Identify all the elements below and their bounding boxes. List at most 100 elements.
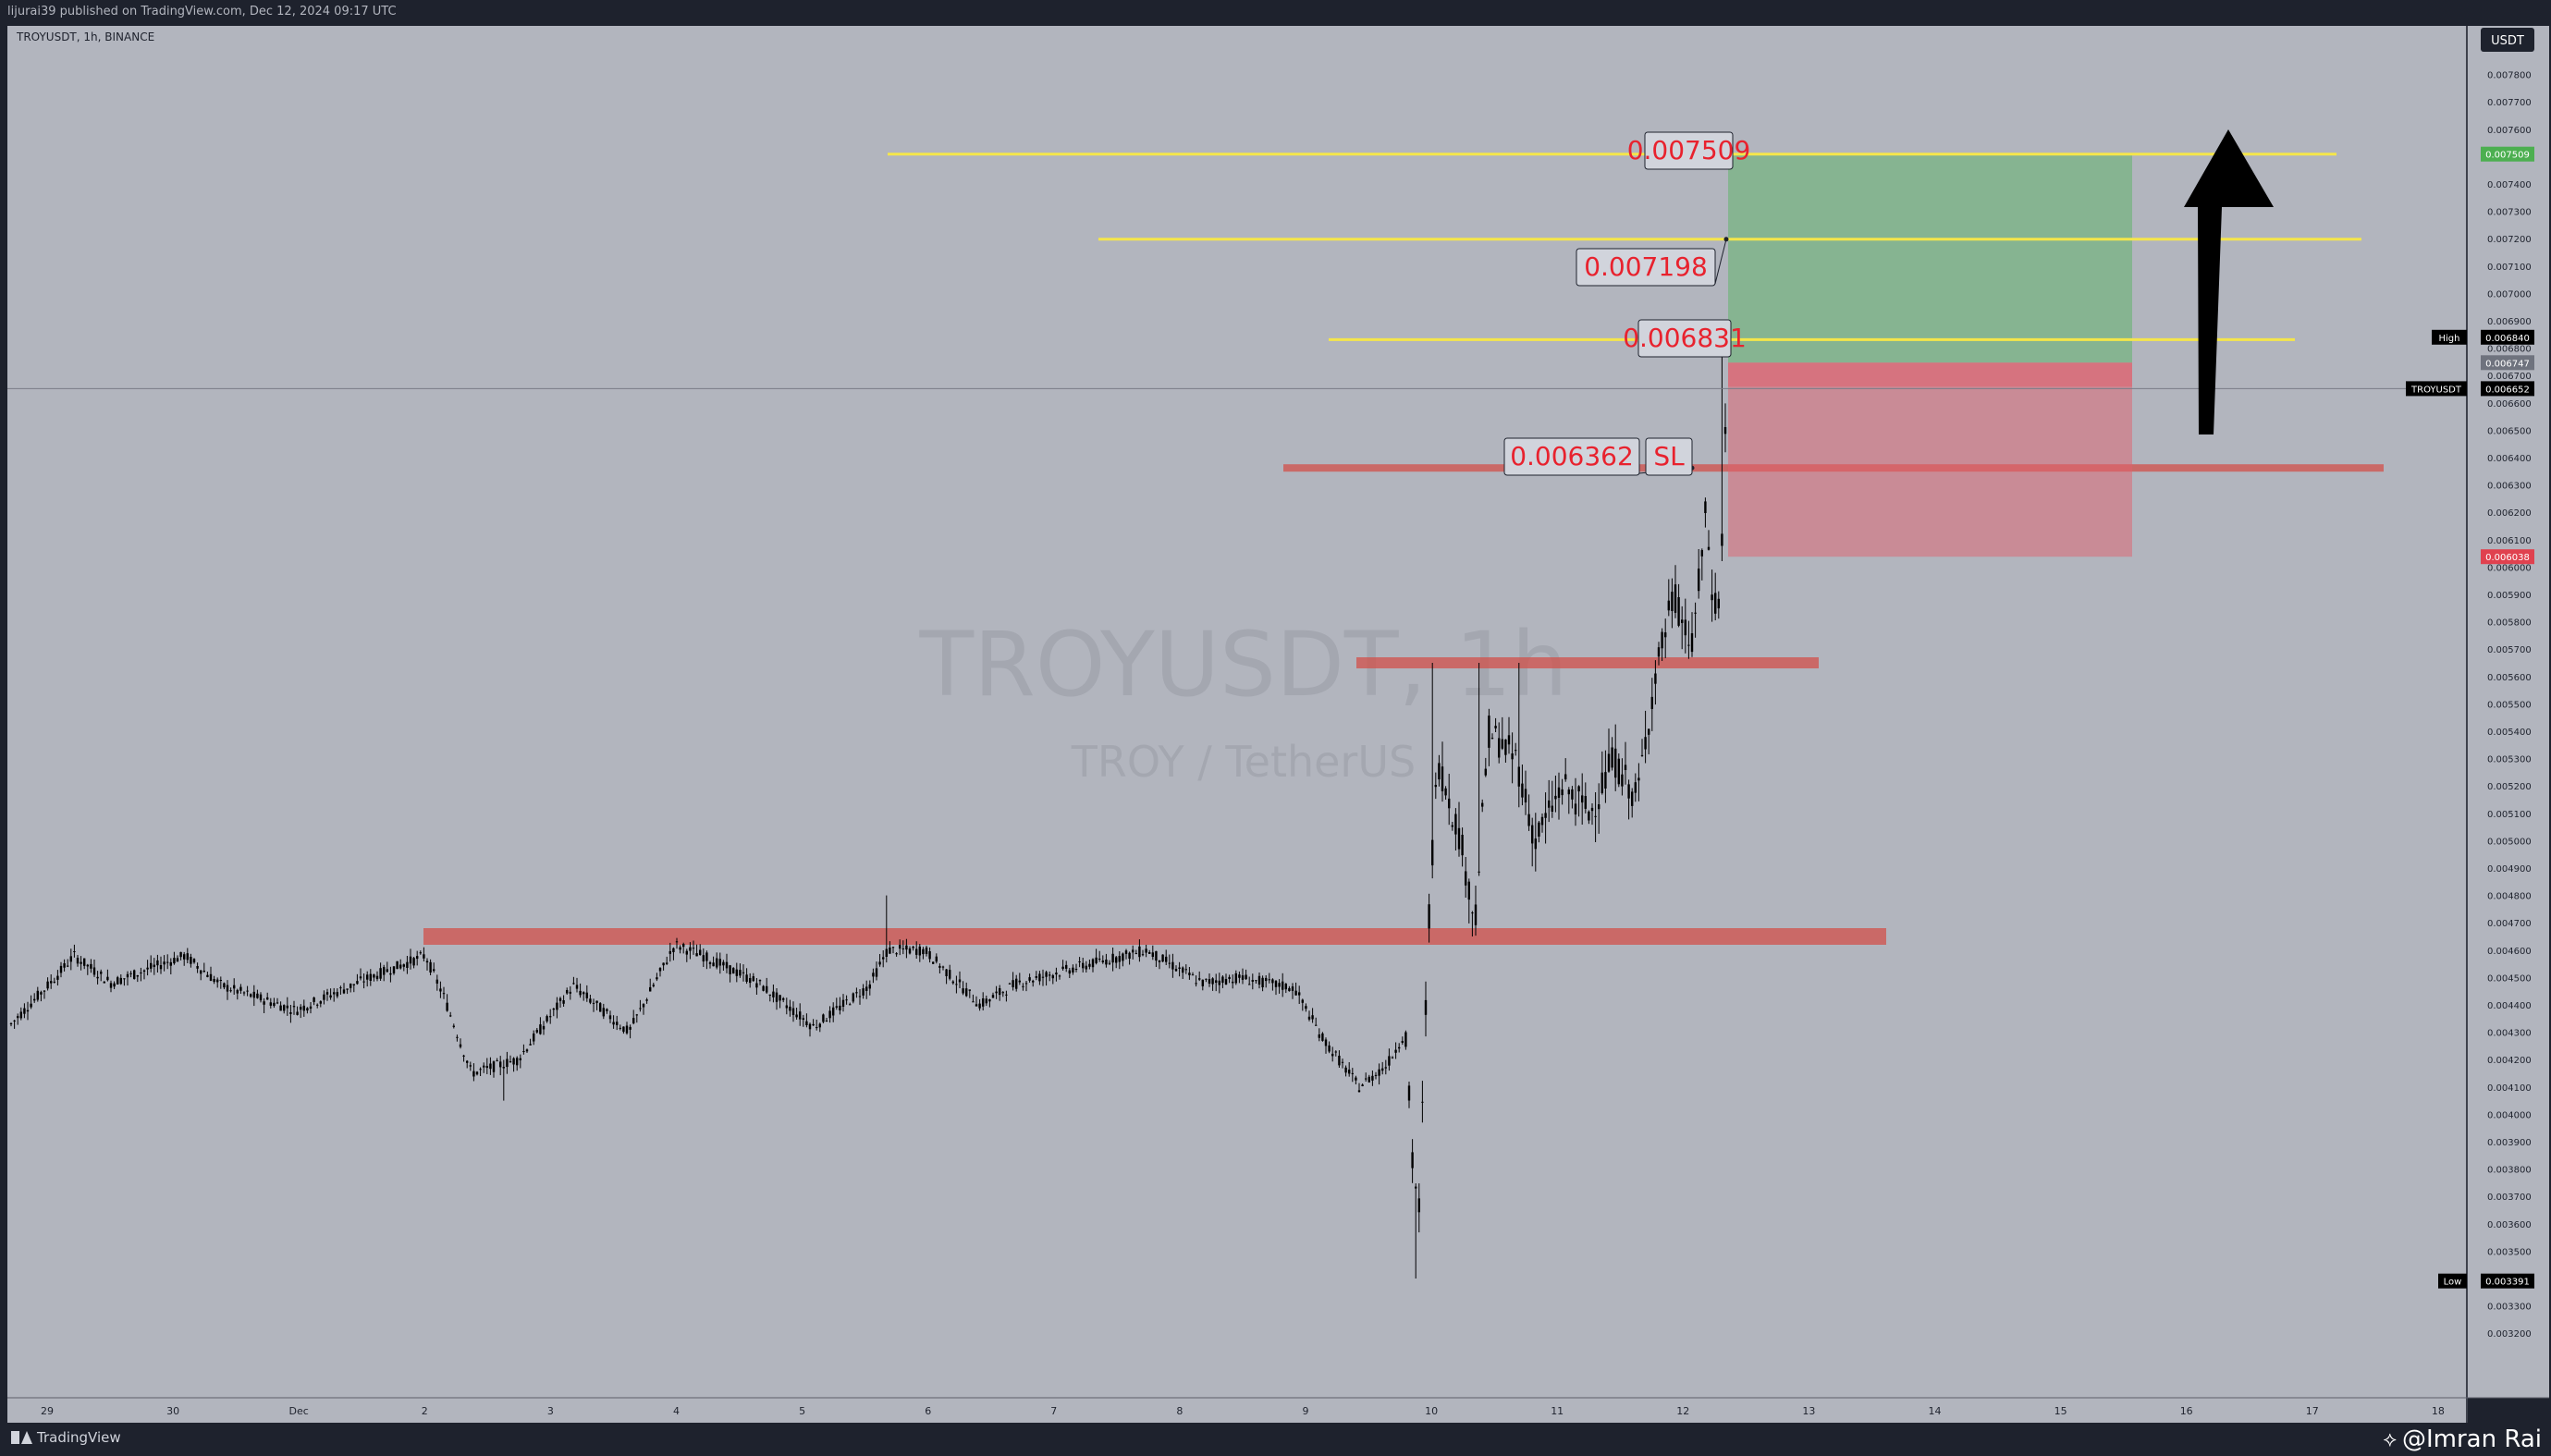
- candle-body: [1700, 550, 1703, 557]
- candle-body: [1421, 1101, 1424, 1103]
- currency-button[interactable]: USDT: [2481, 28, 2534, 52]
- price-tick-label: 0.005500: [2487, 700, 2532, 710]
- time-tick-label: 29: [41, 1405, 54, 1417]
- candle-body: [113, 983, 116, 987]
- candle-body: [832, 1007, 835, 1016]
- candle-body: [1634, 782, 1637, 793]
- resistance-zone[interactable]: [423, 928, 1886, 945]
- price-tick-label: 0.007700: [2487, 98, 2532, 108]
- candle-body: [972, 1001, 975, 1003]
- time-tick-label: 9: [1303, 1405, 1309, 1417]
- candle-body: [1717, 598, 1720, 609]
- candle-body: [425, 960, 429, 963]
- resistance-zone[interactable]: [1356, 657, 1819, 668]
- candle-body: [53, 981, 55, 983]
- candle-body: [409, 956, 412, 964]
- candle-body: [1038, 973, 1041, 982]
- candle-body: [632, 1018, 635, 1023]
- candle-body: [472, 1071, 475, 1077]
- price-annotation[interactable]: 0.007509: [1627, 131, 1751, 170]
- price-tick-label: 0.007800: [2487, 71, 2532, 81]
- candle-body: [885, 948, 888, 957]
- price-annotation[interactable]: 0.007198: [1576, 237, 1729, 287]
- candle-body: [56, 975, 59, 980]
- candle-body: [1072, 967, 1074, 973]
- candle-body: [369, 973, 372, 981]
- candle-body: [396, 960, 399, 970]
- price-tag-label: High: [2439, 334, 2460, 344]
- candle-body: [485, 1066, 488, 1069]
- price-annotation[interactable]: SL: [1645, 437, 1693, 476]
- candle-body: [1012, 980, 1014, 987]
- price-chart[interactable]: TROYUSDT, 1h, BINANCE TROYUSDT, 1h TROY …: [0, 24, 2551, 1424]
- price-tag-value: 0.006840: [2485, 334, 2530, 344]
- candle-body: [379, 968, 382, 979]
- candle-body: [63, 963, 66, 968]
- candle-body: [1168, 962, 1171, 964]
- candle-body: [483, 1065, 485, 1068]
- price-axis[interactable]: [2468, 26, 2549, 1398]
- candle-body: [339, 987, 342, 989]
- price-annotation[interactable]: 0.006831: [1623, 319, 1747, 358]
- annotation-text: 0.007509: [1627, 135, 1751, 165]
- price-tick-label: 0.005600: [2487, 673, 2532, 683]
- price-annotation[interactable]: 0.006362: [1503, 437, 1695, 476]
- candle-body: [845, 999, 848, 1001]
- candle-body: [865, 986, 868, 991]
- candle-body: [1631, 791, 1634, 806]
- candle-body: [1188, 973, 1191, 975]
- candle-body: [1195, 983, 1197, 985]
- candle-body: [635, 1014, 638, 1016]
- candle-body: [1467, 881, 1470, 900]
- candle-body: [955, 984, 958, 985]
- candle-body: [1407, 1085, 1411, 1101]
- candle-body: [1138, 946, 1141, 958]
- price-tag-label: TROYUSDT: [2410, 385, 2462, 395]
- candle-body: [1664, 632, 1667, 638]
- candle-body: [991, 995, 995, 998]
- candle-body: [1601, 772, 1603, 793]
- candle-body: [1674, 584, 1677, 613]
- candle-body: [1621, 774, 1624, 787]
- candle-body: [1331, 1053, 1334, 1057]
- candle-body: [73, 951, 76, 952]
- price-tag: TROYUSDT 0.006652: [2406, 381, 2534, 397]
- candle-body: [92, 967, 96, 975]
- price-tick-label: 0.005400: [2487, 728, 2532, 738]
- tradingview-brand[interactable]: TradingView: [11, 1429, 121, 1446]
- candle-body: [386, 969, 388, 973]
- time-axis[interactable]: [7, 1398, 2466, 1423]
- annotation-text: 0.006362: [1510, 441, 1634, 471]
- time-tick-label: Dec: [289, 1405, 309, 1417]
- candle-body: [875, 968, 878, 977]
- candle-body: [1288, 987, 1291, 992]
- published-info: lijurai39 published on TradingView.com, …: [7, 5, 397, 18]
- position-profit-zone[interactable]: [1728, 153, 2132, 363]
- candle-body: [978, 1003, 981, 1009]
- candle-body: [839, 1005, 841, 1010]
- position-loss-zone[interactable]: [1728, 362, 2132, 557]
- candle-body: [1650, 696, 1653, 709]
- candle-body: [899, 945, 901, 949]
- candle-body: [1028, 977, 1031, 981]
- candle-body: [1611, 747, 1613, 768]
- candle-body: [502, 1067, 505, 1069]
- price-tick-label: 0.007000: [2487, 289, 2532, 300]
- candle-body: [86, 964, 89, 967]
- candle-body: [1201, 979, 1204, 986]
- price-tick-label: 0.003200: [2487, 1329, 2532, 1340]
- candle-body: [901, 948, 904, 949]
- candle-body: [1082, 962, 1085, 969]
- brand-label: TradingView: [37, 1429, 121, 1446]
- price-tick-label: 0.004900: [2487, 864, 2532, 875]
- price-tick-label: 0.003500: [2487, 1247, 2532, 1257]
- candle-body: [129, 973, 132, 974]
- candle-body: [496, 1060, 498, 1062]
- time-tick-label: 5: [799, 1405, 805, 1417]
- candle-body: [1118, 956, 1121, 962]
- candle-body: [435, 979, 438, 984]
- candle-body: [735, 969, 738, 976]
- candle-body: [1307, 1016, 1311, 1020]
- candle-body: [80, 961, 82, 964]
- candle-body: [932, 961, 935, 964]
